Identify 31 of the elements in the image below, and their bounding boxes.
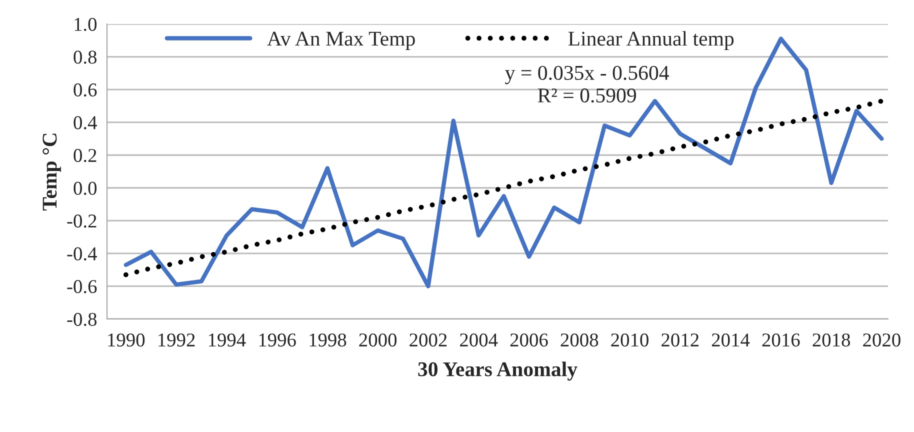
y-tick-label: 0.4 (74, 116, 97, 130)
y-tick-label: 0.6 (74, 83, 97, 97)
y-tick-label: 0.0 (74, 182, 97, 195)
y-tick-label: 0.8 (74, 50, 97, 64)
y-tick-label: -0.6 (67, 280, 97, 294)
x-tick-label: 1990 (108, 333, 145, 347)
x-tick-label: 2000 (359, 333, 397, 347)
y-tick-label: -0.8 (67, 312, 97, 326)
y-tick-label: -0.2 (67, 214, 96, 228)
x-tick-label: 2018 (812, 333, 850, 347)
x-tick-label: 2004 (460, 333, 498, 347)
x-tick-label: 2014 (712, 333, 750, 347)
x-tick-label: 2002 (410, 333, 447, 347)
x-axis-title: 30 Years Anomaly (418, 362, 578, 381)
x-tick-label: 2010 (611, 333, 648, 347)
y-tick-label: -0.4 (67, 247, 97, 260)
legend-label: Linear Annual temp (568, 31, 734, 50)
x-tick-label: 1992 (158, 334, 195, 347)
annotation: y = 0.035x - 0.5604 R² = 0.5909 (505, 66, 669, 103)
x-tick-label: 2006 (510, 333, 548, 347)
y-axis-title: Temp °C (42, 134, 61, 211)
y-tick-label: 1.0 (74, 18, 97, 32)
x-tick-label: 2012 (662, 333, 699, 347)
x-tick-label: 1994 (208, 334, 246, 347)
x-tick-label: 2016 (762, 333, 800, 347)
x-tick-label: 1998 (310, 333, 346, 347)
x-tick-label: 2008 (560, 333, 598, 347)
x-tick-label: 2020 (863, 333, 900, 347)
legend-label: Av An Max Temp (267, 32, 415, 50)
x-tick-label: 1996 (259, 334, 296, 347)
y-tick-label: 0.2 (74, 148, 96, 162)
